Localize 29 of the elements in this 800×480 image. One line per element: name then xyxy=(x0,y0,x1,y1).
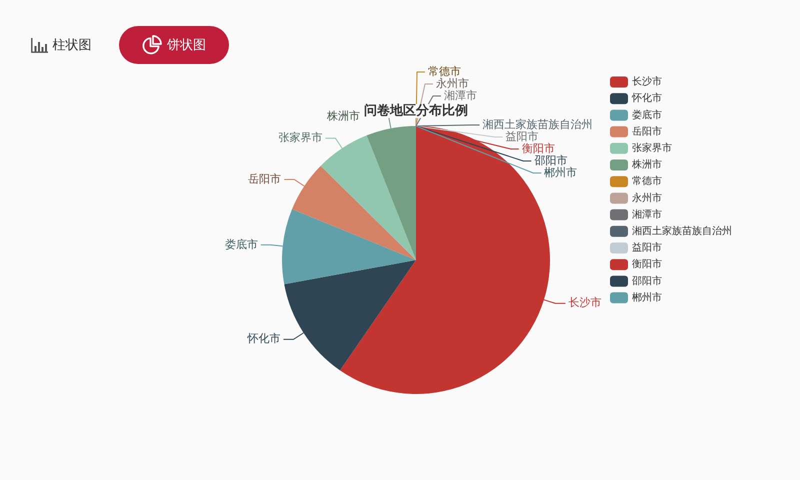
category-label: 邵阳市 xyxy=(534,154,568,167)
slice-label: 岳阳市 xyxy=(248,172,282,186)
text: 问卷地区分布比例 xyxy=(364,103,468,118)
slice-label: 怀化市 xyxy=(246,332,280,346)
legend-label: 郴州市 xyxy=(632,291,662,304)
category-label: 湘潭市 xyxy=(444,88,477,102)
legend-label: 常德市 xyxy=(632,175,662,188)
legend-label: 邵阳市 xyxy=(632,274,662,287)
slice-label: 长沙市 xyxy=(568,296,602,310)
category-label: 永州市 xyxy=(436,76,469,90)
legend-label: 株洲市 xyxy=(631,158,662,171)
legend-label: 岳阳市 xyxy=(632,125,662,138)
category-label: 湘西土家族苗族自治州 xyxy=(482,118,593,131)
category-label: 常德市 xyxy=(428,64,461,78)
slice-label: 张家界市 xyxy=(278,131,322,144)
legend-label: 张家界市 xyxy=(632,142,672,154)
legend-label: 益阳市 xyxy=(632,242,662,254)
slice-label: 株洲市 xyxy=(326,109,360,122)
category-label: 郴州市 xyxy=(544,166,578,179)
legend-label: 衡阳市 xyxy=(632,258,662,270)
legend-label: 娄底市 xyxy=(632,108,662,121)
legend-label: 永州市 xyxy=(632,192,662,204)
legend-label: 湘潭市 xyxy=(632,208,662,220)
slice-label: 娄底市 xyxy=(224,238,258,251)
legend-label: 怀化市 xyxy=(631,92,662,104)
legend-label: 长沙市 xyxy=(632,76,662,88)
category-label: 衡阳市 xyxy=(522,142,555,155)
category-label: 益阳市 xyxy=(506,130,539,143)
legend-label: 湘西土家族苗族自治州 xyxy=(632,224,732,237)
